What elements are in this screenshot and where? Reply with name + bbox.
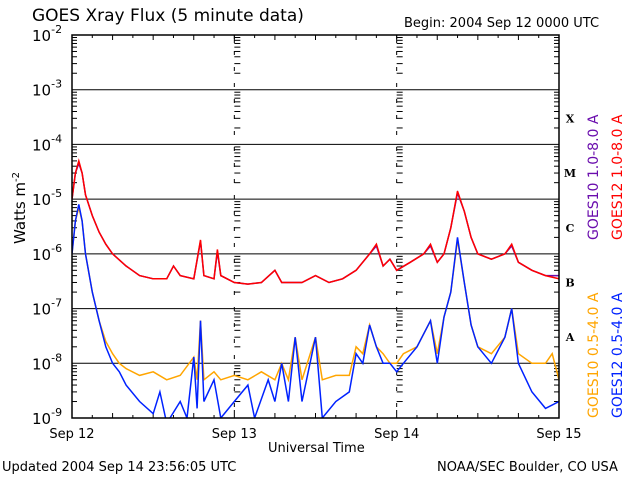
y-tick-exp: -7 — [51, 297, 62, 310]
y-tick-label: 10-8 — [32, 351, 62, 373]
y-tick-exp: -4 — [51, 132, 62, 145]
x-tick-label: Sep 14 — [374, 427, 419, 442]
series-line-goes10-0-5-4-0-a — [72, 207, 559, 383]
x-tick-label: Sep 13 — [212, 427, 257, 442]
flare-class-label: A — [565, 331, 575, 344]
x-tick-label: Sep 15 — [536, 427, 581, 442]
y-tick-label: 10-6 — [32, 242, 62, 264]
y-tick-label: 10-4 — [32, 132, 62, 154]
y-tick-exp: -8 — [51, 351, 62, 364]
flare-class-label: B — [565, 276, 574, 289]
x-tick-label: Sep 12 — [49, 427, 94, 442]
y-tick-label: 10-9 — [32, 406, 62, 428]
y-tick-exp: -3 — [51, 78, 62, 91]
y-tick-exp: -6 — [51, 242, 62, 255]
x-axis-label: Universal Time — [268, 441, 365, 456]
series-line-goes12-0-5-4-0-a — [72, 204, 559, 418]
flare-class-label: X — [566, 112, 575, 125]
series-line-goes10-1-0-8-0-a — [72, 161, 559, 285]
y-tick-label: 10-3 — [32, 78, 62, 100]
updated-time: Updated 2004 Sep 14 23:56:05 UTC — [2, 460, 237, 475]
flare-class-label: C — [566, 222, 575, 235]
y-tick-label: 10-7 — [32, 297, 62, 319]
y-tick-exp: -5 — [51, 187, 62, 200]
flare-class-label: M — [564, 167, 576, 180]
credit: NOAA/SEC Boulder, CO USA — [437, 460, 618, 475]
plot-frame — [71, 34, 560, 419]
series-line-goes12-1-0-8-0-a — [72, 158, 559, 285]
begin-time: Begin: 2004 Sep 12 0000 UTC — [404, 16, 600, 31]
y-tick-exp: -2 — [51, 23, 62, 36]
y-tick-label: 10-5 — [32, 187, 62, 209]
y-tick-label: 10-2 — [32, 23, 62, 45]
y-tick-exp: -9 — [51, 406, 62, 419]
chart-title: GOES Xray Flux (5 minute data) — [32, 6, 304, 26]
